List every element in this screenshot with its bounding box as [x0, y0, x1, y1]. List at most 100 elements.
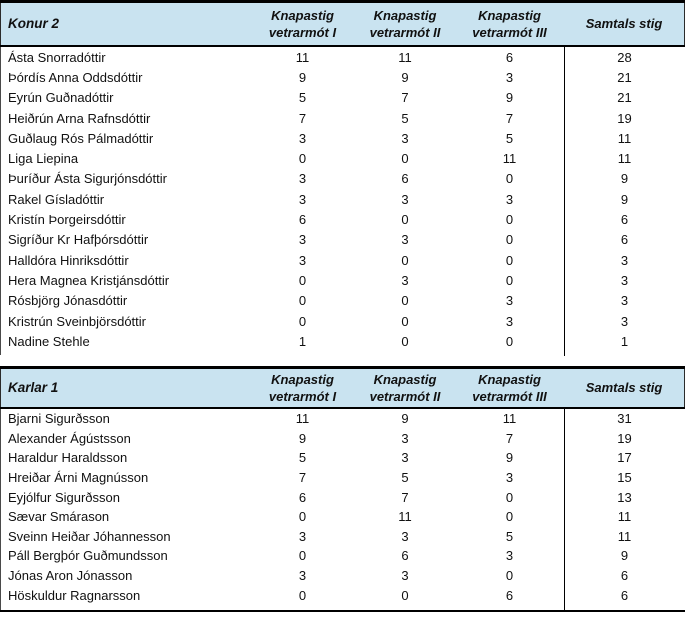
- rider-name-cell: Heiðrún Arna Rafnsdóttir: [8, 110, 151, 126]
- table-row: Sævar Smárason 0 11 0 11: [1, 507, 685, 527]
- group-label: Karlar 1: [8, 380, 59, 395]
- meet-points-cell: 3: [401, 450, 409, 466]
- table-row: Alexander Ágústsson 9 3 7 19: [1, 429, 685, 449]
- column-header-line1: Knapastig: [373, 7, 437, 23]
- meet-points-cell: 0: [298, 587, 307, 603]
- table-row: Sveinn Heiðar Jóhannesson 3 3 5 11: [1, 527, 685, 547]
- column-header-line1: Knapastig: [478, 371, 541, 387]
- rider-name-cell: Hreiðar Árni Magnússon: [8, 470, 149, 486]
- meet-points-cell: 3: [505, 313, 514, 329]
- rider-name-cell: Kristrún Sveinbjörsdóttir: [8, 313, 146, 329]
- column-header-line2: vetrarmót II: [369, 388, 441, 404]
- meet-points-cell: 0: [298, 313, 307, 329]
- meet-points-cell: 0: [505, 509, 514, 525]
- rider-name-cell: Nadine Stehle: [8, 333, 90, 349]
- table-row: Halldóra Hinriksdóttir 3 0 0 3: [1, 250, 685, 270]
- total-points-cell: 17: [617, 450, 632, 466]
- rider-name-cell: Kristín Þorgeirsdóttir: [8, 212, 126, 228]
- rider-name-cell: Hera Magnea Kristjánsdóttir: [8, 272, 170, 288]
- rider-name-cell: Bjarni Sigurðsson: [8, 411, 110, 427]
- total-points-cell: 3: [620, 252, 629, 268]
- total-points-cell: 3: [620, 293, 629, 309]
- table-row: Páll Bergþór Guðmundsson 0 6 3 9: [1, 546, 685, 566]
- meet-points-cell: 9: [401, 69, 409, 85]
- meet-points-cell: 11: [502, 411, 517, 427]
- meet-points-cell: 11: [398, 509, 412, 525]
- total-points-cell: 1: [620, 333, 629, 349]
- meet-points-cell: 5: [505, 528, 514, 544]
- meet-points-cell: 3: [505, 191, 514, 207]
- table-bottom-spacer: [1, 351, 685, 355]
- rider-name-cell: Sigríður Kr Hafþórsdóttir: [8, 232, 149, 248]
- total-points-cell: 6: [620, 212, 629, 228]
- meet-points-cell: 9: [298, 430, 307, 446]
- meet-points-cell: 0: [401, 333, 409, 349]
- total-points-cell: 31: [617, 411, 632, 427]
- meet-points-cell: 0: [505, 272, 514, 288]
- column-header-line1: Knapastig: [271, 371, 334, 387]
- table-row: Heiðrún Arna Rafnsdóttir 7 5 7 19: [1, 108, 685, 128]
- table-header-row: Konur 2 Knapastig vetrarmót I Knapastig …: [0, 2, 685, 45]
- column-header-total: Samtals stig: [585, 380, 663, 395]
- column-header-line2: vetrarmót III: [472, 24, 547, 40]
- total-points-cell: 9: [620, 548, 629, 564]
- meet-points-cell: 7: [298, 110, 307, 126]
- table-body: Bjarni Sigurðsson 11 9 11 31 Alexander Ágústs…: [0, 409, 685, 610]
- column-header-line1: Knapastig: [373, 371, 437, 387]
- meet-points-cell: 0: [505, 489, 514, 505]
- table-top-rule: [0, 0, 685, 3]
- table-body: Ásta Snorradóttir 11 11 6 28 Þórdís Anna Odds…: [0, 47, 685, 356]
- meet-points-cell: 5: [505, 130, 514, 146]
- rider-name-cell: Þuríður Ásta Sigurjónsdóttir: [8, 171, 167, 187]
- meet-points-cell: 5: [298, 90, 307, 106]
- column-header-meet-2: Knapastig vetrarmót II: [355, 371, 455, 405]
- total-points-cell: 11: [617, 130, 632, 146]
- meet-points-cell: 6: [505, 587, 514, 603]
- meet-points-cell: 6: [298, 212, 307, 228]
- meet-points-cell: 0: [505, 212, 514, 228]
- meet-points-cell: 0: [505, 568, 514, 584]
- meet-points-cell: 6: [505, 49, 514, 65]
- meet-points-cell: 9: [401, 411, 409, 427]
- table-bottom-spacer: [1, 605, 685, 610]
- column-header-line1: Knapastig: [478, 7, 541, 23]
- meet-points-cell: 0: [298, 548, 307, 564]
- table-row: Eyjólfur Sigurðsson 6 7 0 13: [1, 487, 685, 507]
- table-row: Hreiðar Árni Magnússon 7 5 3 15: [1, 468, 685, 488]
- rider-name-cell: Eyrún Guðnadóttir: [8, 90, 114, 106]
- rider-name-cell: Þórdís Anna Oddsdóttir: [8, 69, 143, 85]
- total-points-cell: 9: [620, 171, 629, 187]
- rider-name-cell: Liga Liepina: [8, 151, 79, 167]
- total-points-cell: 11: [617, 151, 632, 167]
- column-header-line1: Knapastig: [271, 7, 334, 23]
- meet-points-cell: 5: [401, 110, 409, 126]
- meet-points-cell: 0: [298, 293, 307, 309]
- meet-points-cell: 6: [401, 171, 409, 187]
- meet-points-cell: 11: [502, 151, 517, 167]
- meet-points-cell: 3: [401, 568, 409, 584]
- rider-name-cell: Eyjólfur Sigurðsson: [8, 489, 120, 505]
- table-konur-2: Konur 2 Knapastig vetrarmót I Knapastig …: [0, 0, 685, 356]
- table-row: Hera Magnea Kristjánsdóttir 0 3 0 3: [1, 270, 685, 290]
- header-bottom-rule: [0, 44, 685, 47]
- column-header-meet-2: Knapastig vetrarmót II: [355, 7, 455, 41]
- table-row: Sigríður Kr Hafþórsdóttir 3 3 0 6: [1, 230, 685, 250]
- meet-points-cell: 0: [505, 252, 514, 268]
- meet-points-cell: 0: [401, 587, 409, 603]
- meet-points-cell: 0: [401, 151, 409, 167]
- meet-points-cell: 9: [505, 450, 514, 466]
- table-row: Rósbjörg Jónasdóttir 0 0 3 3: [1, 291, 685, 311]
- total-points-cell: 6: [620, 568, 629, 584]
- meet-points-cell: 0: [505, 171, 514, 187]
- total-points-cell: 6: [620, 232, 629, 248]
- meet-points-cell: 3: [401, 430, 409, 446]
- meet-points-cell: 0: [401, 293, 409, 309]
- meet-points-cell: 0: [298, 151, 307, 167]
- meet-points-cell: 3: [505, 470, 514, 486]
- table-row: Guðlaug Rós Pálmadóttir 3 3 5 11: [1, 128, 685, 148]
- column-header-line2: vetrarmót III: [472, 388, 547, 404]
- meet-points-cell: 3: [298, 171, 307, 187]
- table-row: Kristín Þorgeirsdóttir 6 0 0 6: [1, 209, 685, 229]
- meet-points-cell: 7: [505, 110, 514, 126]
